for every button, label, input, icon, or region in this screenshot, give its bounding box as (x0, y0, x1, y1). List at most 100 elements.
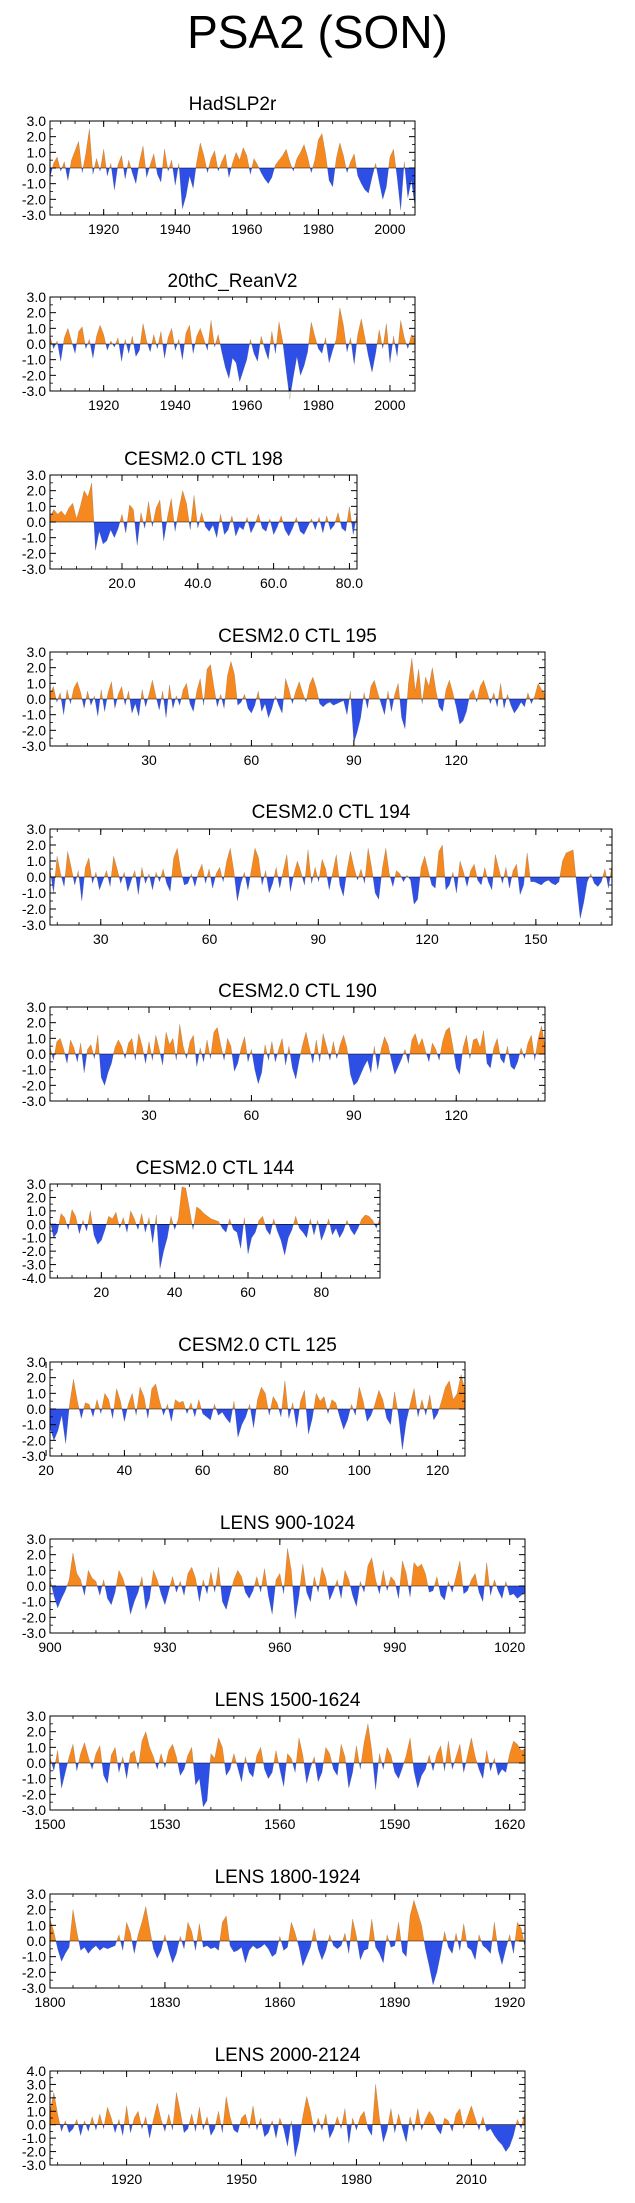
y-tick-label: -1.0 (22, 1949, 46, 1965)
negative-area (60, 2124, 523, 2157)
chart-title: LENS 900-1024 (220, 1513, 356, 1534)
x-tick-label: 60 (240, 1284, 256, 1300)
y-tick-label: 1.0 (27, 498, 47, 514)
chart-panel: CESM2.0 CTL 144 3.02.01.00.0-1.0-2.0-3.0-… (22, 1158, 381, 1300)
x-tick-label: 100 (348, 1462, 372, 1478)
y-tick-label: -2.0 (22, 1243, 46, 1259)
y-tick-label: 1.0 (27, 1562, 47, 1578)
x-tick-label: 60 (244, 1107, 260, 1123)
y-tick-label: 0.0 (27, 2117, 47, 2133)
chart-title: CESM2.0 CTL 195 (218, 626, 377, 647)
negative-area (50, 168, 415, 211)
y-tick-label: -1.0 (22, 530, 46, 546)
x-tick-label: 150 (524, 931, 548, 947)
x-tick-label: 1920 (88, 221, 119, 237)
x-tick-label: 1920 (111, 2171, 142, 2187)
chart-panel: LENS 1500-16243.02.01.00.0-1.0-2.0-3.015… (22, 1690, 526, 1832)
x-tick-label: 1940 (160, 221, 191, 237)
chart-title: LENS 1500-1624 (215, 1690, 361, 1711)
y-tick-label: 2.0 (27, 660, 47, 676)
chart-title: CESM2.0 CTL 144 (136, 1158, 295, 1179)
negative-area (50, 522, 357, 551)
x-tick-label: 900 (38, 1639, 62, 1655)
x-tick-label: 2000 (374, 221, 405, 237)
chart-title: HadSLP2r (189, 94, 277, 115)
y-tick-label: 2.0 (27, 837, 47, 853)
chart-title: CESM2.0 CTL 190 (218, 981, 377, 1002)
x-tick-label: 1020 (494, 1639, 525, 1655)
y-tick-label: 3.0 (27, 1354, 47, 1370)
y-tick-label: -1.0 (22, 1771, 46, 1787)
y-tick-label: -3.0 (22, 1257, 46, 1273)
x-tick-label: 80.0 (336, 575, 363, 591)
y-tick-label: 3.0 (27, 113, 47, 129)
y-tick-label: 0.0 (27, 514, 47, 530)
x-tick-label: 1950 (226, 2171, 257, 2187)
negative-area (50, 1941, 525, 1985)
positive-area (50, 658, 545, 699)
y-tick-label: -1.0 (22, 176, 46, 192)
chart-panel: 20thC_ReanV2 3.02.01.00.0-1.0-2.0-3.0 1920… (22, 271, 416, 413)
x-tick-label: 1960 (231, 397, 262, 413)
series-line (49, 658, 546, 743)
plot-frame (49, 2070, 526, 2166)
y-tick-label: 1.0 (27, 2103, 47, 2119)
x-tick-label: 2000 (374, 397, 405, 413)
y-tick-label: 1.0 (27, 1203, 47, 1219)
x-tick-label: 990 (383, 1639, 407, 1655)
y-tick-label: 2.0 (27, 129, 47, 145)
x-tick-label: 1920 (88, 397, 119, 413)
negative-area (50, 877, 612, 919)
x-tick-label: 60.0 (260, 575, 287, 591)
x-tick-label: 40.0 (184, 575, 211, 591)
y-tick-label: 2.0 (27, 2090, 47, 2106)
chart-title: CESM2.0 CTL 194 (252, 802, 411, 823)
y-tick-label: 0.0 (27, 1755, 47, 1771)
y-tick-label: -3.0 (22, 738, 46, 754)
y-tick-label: 2.0 (27, 1370, 47, 1386)
y-tick-label: 3.0 (27, 2076, 47, 2092)
positive-area (50, 1548, 525, 1586)
y-tick-label: -3.0 (22, 383, 46, 399)
x-tick-label: 1590 (379, 1816, 410, 1832)
y-tick-label: -1.0 (22, 1062, 46, 1078)
x-tick-label: 1920 (494, 1994, 525, 2010)
series-line (49, 1024, 546, 1086)
y-tick-label: -2.0 (22, 1432, 46, 1448)
y-tick-label: -2.0 (22, 1964, 46, 1980)
y-tick-label: 0.0 (27, 1216, 47, 1232)
y-tick-label: -1.0 (22, 1594, 46, 1610)
y-tick-label: 2.0 (27, 1902, 47, 1918)
chart-panel: CESM2.0 CTL 125 3.02.01.00.0-1.0-2.0-3.02… (22, 1335, 466, 1478)
y-tick-label: 0.0 (27, 869, 47, 885)
x-tick-label: 20.0 (108, 575, 135, 591)
y-tick-label: -3.0 (22, 1093, 46, 1109)
x-tick-label: 60 (195, 1462, 211, 1478)
y-tick-label: 0.0 (27, 1933, 47, 1949)
y-tick-label: -1.0 (22, 352, 46, 368)
y-tick-label: -1.0 (22, 1230, 46, 1246)
x-tick-label: 1940 (160, 397, 191, 413)
positive-area (50, 1024, 545, 1054)
y-tick-label: 3.0 (27, 289, 47, 305)
x-tick-label: 30 (93, 931, 109, 947)
y-tick-label: 0.0 (27, 336, 47, 352)
x-tick-label: 930 (153, 1639, 177, 1655)
y-tick-label: 2.0 (27, 1015, 47, 1031)
y-tick-label: 2.0 (27, 305, 47, 321)
y-tick-label: -1.0 (22, 707, 46, 723)
x-tick-label: 1560 (264, 1816, 295, 1832)
y-tick-label: -2.0 (22, 545, 46, 561)
chart-panel: LENS 1800-19243.02.01.00.0-1.0-2.0-3.018… (22, 1867, 526, 2010)
x-tick-label: 120 (445, 1107, 469, 1123)
y-tick-label: 3.0 (27, 1708, 47, 1724)
series-line (49, 1723, 526, 1808)
y-tick-label: 3.0 (27, 644, 47, 660)
y-tick-label: 4.0 (27, 2063, 47, 2079)
y-tick-label: 3.0 (27, 1531, 47, 1547)
page-title: PSA2 (SON) (187, 6, 448, 58)
x-tick-label: 90 (346, 1107, 362, 1123)
x-tick-label: 1890 (379, 1994, 410, 2010)
negative-area (50, 1409, 465, 1450)
y-tick-label: -1.0 (22, 2130, 46, 2146)
